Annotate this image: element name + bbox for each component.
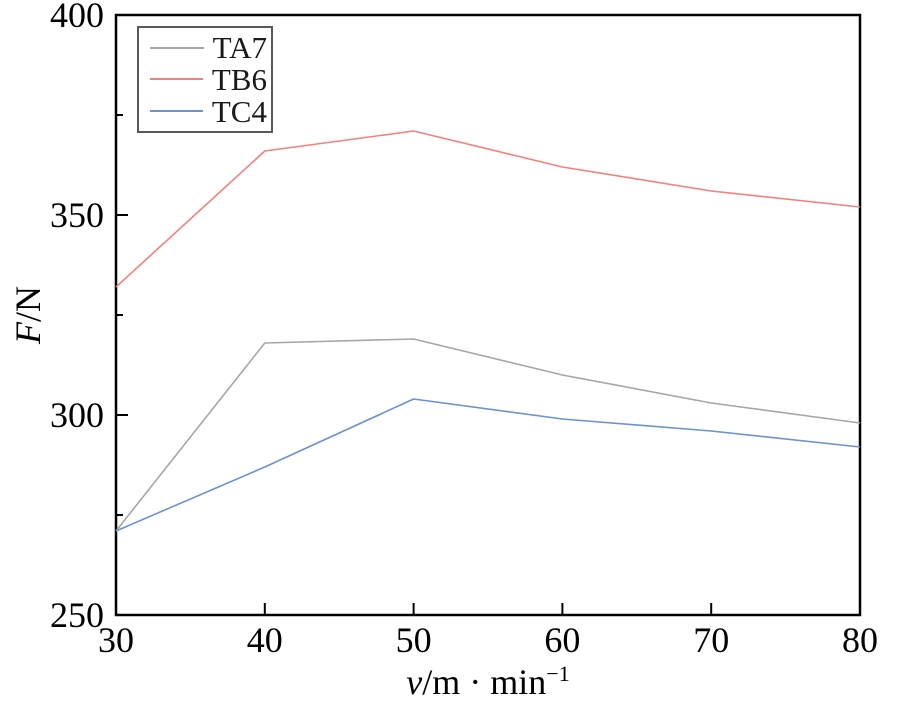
legend-label: TB6 xyxy=(211,61,267,97)
legend-line-swatch xyxy=(150,110,203,113)
x-axis-unit: /m · min xyxy=(422,662,547,702)
x-tick-label: 80 xyxy=(842,620,878,660)
y-tick-label: 300 xyxy=(50,395,104,435)
series-line-TB6 xyxy=(115,130,861,288)
legend-line-swatch xyxy=(150,78,203,81)
series-line-TA7 xyxy=(115,338,861,532)
x-tick-label: 30 xyxy=(98,620,134,660)
legend-item-TB6: TB6 xyxy=(150,64,267,95)
y-tick-label: 250 xyxy=(50,595,104,635)
x-axis-exponent: −1 xyxy=(546,661,570,686)
x-tick-label: 60 xyxy=(544,620,580,660)
y-axis-unit: /N xyxy=(8,286,48,322)
x-tick-label: 40 xyxy=(247,620,283,660)
x-tick-label: 50 xyxy=(396,620,432,660)
legend-line-swatch xyxy=(150,46,204,49)
legend-item-TA7: TA7 xyxy=(150,32,267,63)
y-axis-title: F/N xyxy=(7,286,49,344)
legend-label: TC4 xyxy=(211,93,267,129)
y-tick-label: 400 xyxy=(50,0,104,35)
x-axis-variable: v xyxy=(406,662,423,702)
x-tick-label: 70 xyxy=(693,620,729,660)
legend: TA7 TB6 TC4 xyxy=(137,26,273,133)
legend-item-TC4: TC4 xyxy=(150,96,267,127)
legend-label: TA7 xyxy=(212,30,267,66)
y-tick-label: 350 xyxy=(50,195,104,235)
series-line-TC4 xyxy=(115,398,861,532)
y-axis-variable: F xyxy=(8,322,48,344)
x-axis-title: v/m · min−1 xyxy=(116,661,860,703)
